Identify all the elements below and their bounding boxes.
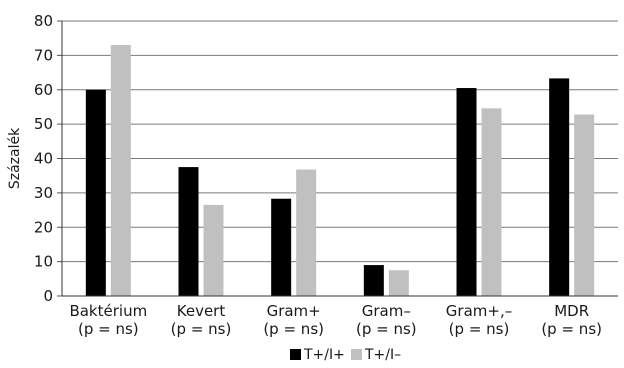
category-sublabel: (p = ns) [263, 320, 324, 338]
y-tick-label: 50 [34, 115, 53, 133]
category-sublabel: (p = ns) [541, 320, 602, 338]
bar-series-2 [481, 108, 502, 296]
legend-label: T+/I– [364, 347, 401, 363]
y-tick-label: 40 [34, 150, 53, 168]
bar-series-2 [203, 204, 224, 296]
y-axis-ticks: 0 10 20 30 40 50 60 70 80 [34, 12, 62, 305]
y-tick-label: 10 [34, 253, 53, 271]
category-sublabel: (p = ns) [449, 320, 510, 338]
legend-swatch [290, 349, 301, 360]
legend-swatch [351, 349, 362, 360]
y-tick-label: 80 [34, 12, 53, 30]
bar-series-2 [296, 169, 317, 296]
y-tick-label: 0 [43, 287, 53, 305]
bar-series-1 [85, 89, 106, 296]
bar-series-1 [456, 88, 477, 296]
grid-lines [62, 20, 618, 263]
category-sublabel: (p = ns) [78, 320, 139, 338]
bars [85, 45, 595, 296]
category-sublabel: (p = ns) [171, 320, 232, 338]
bar-series-1 [271, 198, 292, 296]
category-label: Gram+ [267, 302, 321, 320]
category-label: Gram– [362, 302, 411, 320]
category-sublabel: (p = ns) [356, 320, 417, 338]
legend-label: T+/I+ [303, 347, 345, 363]
y-tick-label: 70 [34, 46, 53, 64]
legend: T+/I+ T+/I– [290, 347, 401, 363]
bar-series-1 [363, 265, 384, 296]
x-axis-category-labels: Baktérium(p = ns)Kevert(p = ns)Gram+(p =… [69, 302, 602, 338]
bar-series-2 [574, 114, 595, 296]
category-label: Gram+,– [446, 302, 512, 320]
category-label: MDR [554, 302, 589, 320]
y-axis-label: Százalék [7, 127, 23, 189]
category-label: Baktérium [69, 302, 147, 320]
bar-series-1 [549, 78, 570, 296]
bar-series-2 [110, 45, 131, 296]
y-tick-label: 30 [34, 184, 53, 202]
bar-series-2 [388, 270, 409, 296]
y-tick-label: 60 [34, 81, 53, 99]
bar-series-1 [178, 167, 199, 296]
y-tick-label: 20 [34, 218, 53, 236]
category-label: Kevert [177, 302, 226, 320]
